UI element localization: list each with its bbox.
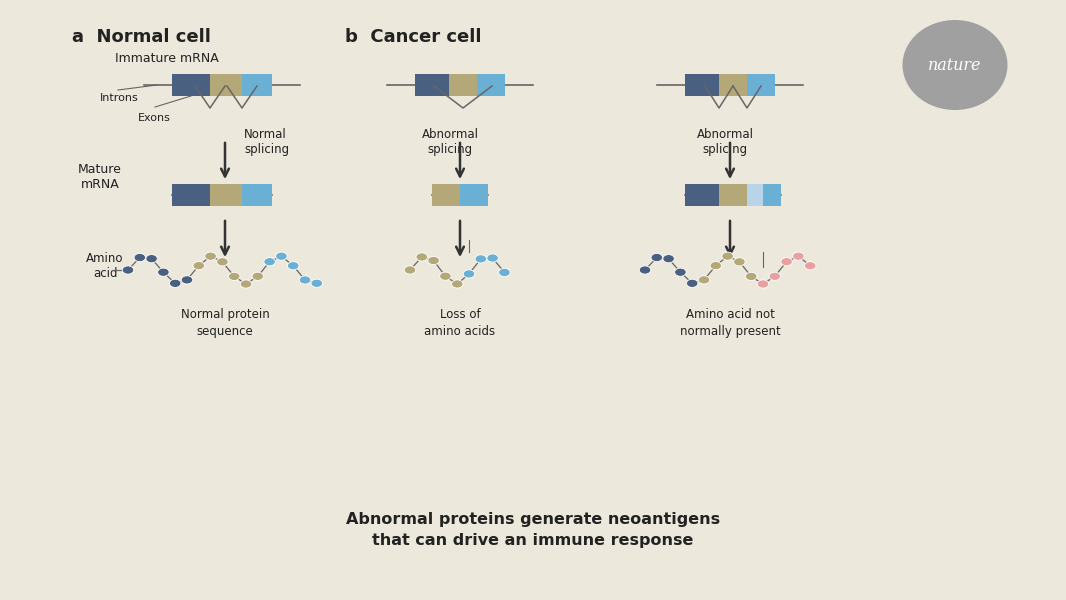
Ellipse shape — [805, 262, 815, 270]
Ellipse shape — [181, 276, 193, 284]
Ellipse shape — [793, 252, 804, 260]
Ellipse shape — [687, 279, 698, 287]
Ellipse shape — [276, 252, 287, 260]
Bar — [747, 74, 775, 96]
Ellipse shape — [675, 268, 687, 277]
Text: Loss of
amino acids: Loss of amino acids — [424, 308, 496, 338]
Ellipse shape — [781, 257, 792, 266]
Bar — [210, 184, 242, 206]
Ellipse shape — [499, 268, 511, 277]
Ellipse shape — [134, 253, 146, 262]
Text: a  Normal cell: a Normal cell — [72, 28, 211, 46]
Ellipse shape — [698, 276, 710, 284]
Ellipse shape — [240, 280, 252, 288]
Ellipse shape — [146, 254, 158, 263]
Text: Amino
acid: Amino acid — [86, 252, 124, 280]
Ellipse shape — [300, 276, 311, 284]
Ellipse shape — [427, 256, 439, 265]
Bar — [210, 74, 242, 96]
Bar — [242, 74, 272, 96]
Ellipse shape — [651, 253, 663, 262]
Bar — [477, 74, 505, 96]
Ellipse shape — [404, 266, 416, 274]
Ellipse shape — [769, 272, 780, 280]
Ellipse shape — [216, 258, 228, 266]
Text: Normal protein
sequence: Normal protein sequence — [180, 308, 270, 338]
Ellipse shape — [710, 262, 722, 270]
Text: Amino acid not
normally present: Amino acid not normally present — [680, 308, 780, 338]
Bar — [461, 184, 488, 206]
Ellipse shape — [745, 272, 757, 281]
Ellipse shape — [311, 279, 323, 287]
Text: Introns: Introns — [100, 93, 139, 103]
Ellipse shape — [722, 252, 733, 260]
Ellipse shape — [288, 262, 298, 270]
Ellipse shape — [439, 272, 451, 280]
Ellipse shape — [733, 258, 745, 266]
Text: Normal
splicing: Normal splicing — [244, 128, 289, 156]
Bar — [718, 184, 747, 206]
Ellipse shape — [757, 280, 769, 288]
Ellipse shape — [123, 266, 133, 274]
Ellipse shape — [487, 254, 498, 262]
Ellipse shape — [475, 255, 486, 263]
Text: Immature mRNA: Immature mRNA — [115, 52, 219, 65]
Ellipse shape — [464, 270, 474, 278]
Bar — [172, 74, 210, 96]
Ellipse shape — [252, 272, 263, 280]
Bar — [172, 184, 210, 206]
Ellipse shape — [193, 262, 205, 270]
Ellipse shape — [158, 268, 169, 277]
Text: Abnormal
splicing: Abnormal splicing — [421, 128, 479, 156]
Bar — [432, 184, 461, 206]
Text: b  Cancer cell: b Cancer cell — [345, 28, 482, 46]
Ellipse shape — [205, 252, 216, 260]
Bar — [415, 74, 449, 96]
Ellipse shape — [416, 253, 427, 261]
Text: Abnormal
splicing: Abnormal splicing — [696, 128, 754, 156]
Ellipse shape — [228, 272, 240, 281]
Bar — [685, 74, 718, 96]
Ellipse shape — [640, 266, 650, 274]
Ellipse shape — [903, 20, 1007, 110]
Bar — [718, 74, 747, 96]
Ellipse shape — [663, 254, 675, 263]
Bar — [685, 184, 718, 206]
Text: Exons: Exons — [138, 113, 171, 123]
Ellipse shape — [451, 280, 463, 288]
Text: Mature
mRNA: Mature mRNA — [78, 163, 122, 191]
Bar — [242, 184, 272, 206]
Bar — [449, 74, 477, 96]
Ellipse shape — [264, 257, 275, 266]
Bar — [747, 184, 763, 206]
Text: Abnormal proteins generate neoantigens
that can drive an immune response: Abnormal proteins generate neoantigens t… — [346, 512, 720, 548]
Ellipse shape — [169, 279, 181, 287]
Text: nature: nature — [928, 56, 982, 73]
Bar — [763, 184, 781, 206]
